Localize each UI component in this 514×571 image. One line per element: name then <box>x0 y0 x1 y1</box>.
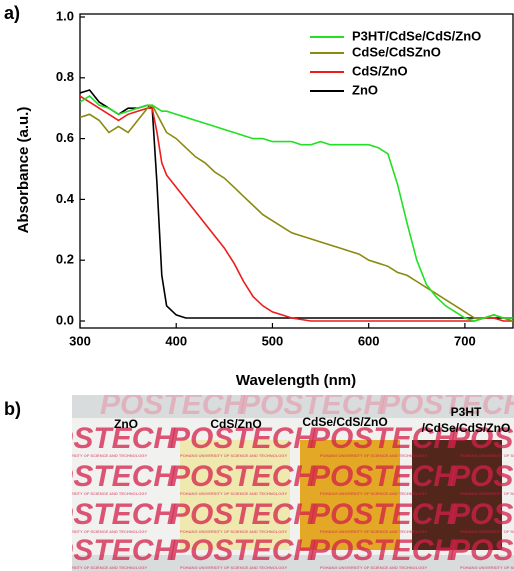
watermark: POSTECH <box>450 422 514 455</box>
watermark: POSTECH <box>170 534 316 567</box>
watermark-subtitle: POHANG UNIVERSITY OF SCIENCE AND TECHNOL… <box>40 565 147 570</box>
watermark-subtitle: POHANG UNIVERSITY OF SCIENCE AND TECHNOL… <box>460 529 514 534</box>
data-line <box>80 94 513 322</box>
sample-label: P3HT <box>451 405 482 419</box>
watermark: POSTECH <box>310 498 456 531</box>
watermark: POSTECH <box>170 422 316 455</box>
y-tick-label: 0.0 <box>56 312 74 327</box>
panel-label: b) <box>4 399 21 419</box>
y-tick-label: 0.8 <box>56 69 74 84</box>
watermark-subtitle: POHANG UNIVERSITY OF SCIENCE AND TECHNOL… <box>320 491 427 496</box>
y-tick-label: 0.4 <box>56 191 75 206</box>
cdse-film <box>300 440 400 550</box>
sample-label: CdSe/CdS/ZnO <box>302 415 387 429</box>
x-tick-label: 500 <box>262 333 284 348</box>
watermark-subtitle: POHANG UNIVERSITY OF SCIENCE AND TECHNOL… <box>460 565 514 570</box>
watermark-subtitle: POHANG UNIVERSITY OF SCIENCE AND TECHNOL… <box>180 565 287 570</box>
watermark-subtitle: POHANG UNIVERSITY OF SCIENCE AND TECHNOL… <box>460 453 514 458</box>
x-tick-label: 400 <box>165 333 187 348</box>
watermark: POSTECH <box>170 498 316 531</box>
watermark: POSTECH <box>30 534 176 567</box>
watermark-subtitle: POHANG UNIVERSITY OF SCIENCE AND TECHNOL… <box>180 491 287 496</box>
watermark-subtitle: POHANG UNIVERSITY OF SCIENCE AND TECHNOL… <box>460 491 514 496</box>
watermark-subtitle: POHANG UNIVERSITY OF SCIENCE AND TECHNOL… <box>320 529 427 534</box>
data-line <box>80 104 513 322</box>
watermark: POSTECH <box>30 422 176 455</box>
watermark: POSTECH <box>170 460 316 493</box>
watermark: POSTECH <box>380 388 514 421</box>
data-line <box>80 89 513 319</box>
watermark: POSTECH <box>450 534 514 567</box>
watermark-subtitle: POHANG UNIVERSITY OF SCIENCE AND TECHNOL… <box>180 453 287 458</box>
watermark: POSTECH <box>450 460 514 493</box>
legend-label: CdS/ZnO <box>352 63 408 78</box>
panel-label: a) <box>4 3 20 23</box>
legend-label: CdSe/CdSZnO <box>352 44 441 59</box>
watermark: POSTECH <box>310 460 456 493</box>
cds-film <box>180 440 290 550</box>
watermark-subtitle: POHANG UNIVERSITY OF SCIENCE AND TECHNOL… <box>320 565 427 570</box>
x-tick-label: 600 <box>358 333 380 348</box>
y-tick-label: 0.2 <box>56 252 74 267</box>
p3ht-film <box>412 440 502 550</box>
x-tick-label: 700 <box>454 333 476 348</box>
plot-frame <box>79 13 514 329</box>
watermark-subtitle: POHANG UNIVERSITY OF SCIENCE AND TECHNOL… <box>180 529 287 534</box>
watermark: POSTECH <box>240 388 386 421</box>
x-tick-label: 300 <box>69 333 91 348</box>
plot-area <box>80 89 513 322</box>
watermark: POSTECH <box>30 460 176 493</box>
watermark-subtitle: POHANG UNIVERSITY OF SCIENCE AND TECHNOL… <box>40 453 147 458</box>
y-tick-label: 1.0 <box>56 8 74 23</box>
sample-label: ZnO <box>114 417 138 431</box>
watermark-subtitle: POHANG UNIVERSITY OF SCIENCE AND TECHNOL… <box>40 529 147 534</box>
legend-label: ZnO <box>352 82 378 97</box>
watermark: POSTECH <box>310 422 456 455</box>
watermark: POSTECH <box>450 498 514 531</box>
data-line <box>80 95 513 322</box>
sample-label: CdS/ZnO <box>210 417 261 431</box>
x-axis-label: Wavelength (nm) <box>236 372 356 389</box>
watermark-subtitle: POHANG UNIVERSITY OF SCIENCE AND TECHNOL… <box>40 491 147 496</box>
watermark: POSTECH <box>100 388 246 421</box>
y-tick-label: 0.6 <box>56 130 74 145</box>
sample-label: /CdSe/CdS/ZnO <box>422 421 511 435</box>
watermark: POSTECH <box>30 498 176 531</box>
legend-label: P3HT/CdSe/CdS/ZnO <box>352 28 481 43</box>
watermark-subtitle: POHANG UNIVERSITY OF SCIENCE AND TECHNOL… <box>320 453 427 458</box>
y-axis-label: Absorbance (a.u.) <box>15 107 32 234</box>
watermark: POSTECH <box>310 534 456 567</box>
